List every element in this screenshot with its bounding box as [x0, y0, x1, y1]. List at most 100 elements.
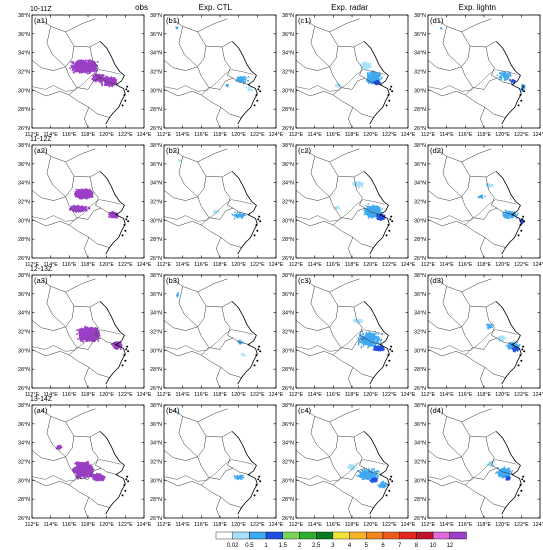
- precip-cell: [364, 67, 366, 69]
- precip-cell: [499, 73, 501, 75]
- precip-cell: [379, 211, 381, 213]
- province-boundary: [348, 237, 354, 258]
- precip-cell: [90, 63, 92, 66]
- precip-cell: [86, 197, 88, 200]
- lon-tick-label: 114°E: [439, 132, 454, 138]
- precip-cell: [87, 191, 89, 193]
- precip-cell: [96, 77, 99, 79]
- precip-cell: [85, 192, 87, 195]
- precip-cell: [506, 75, 508, 77]
- precip-cell: [373, 210, 375, 212]
- precip-cell: [508, 210, 511, 212]
- lon-tick-label: 118°E: [345, 132, 360, 138]
- precip-cell: [81, 64, 83, 67]
- lat-tick-label: 28°N: [18, 237, 30, 243]
- precip-cell: [73, 207, 76, 210]
- lon-tick-label: 122°E: [514, 132, 529, 138]
- precip-cell: [79, 66, 82, 68]
- lon-tick-label: 120°E: [231, 132, 246, 138]
- precip-cell: [521, 83, 523, 86]
- precip-cell: [364, 212, 366, 214]
- precip-cell: [73, 209, 75, 211]
- precip-cell: [237, 79, 239, 81]
- precip-cell: [81, 71, 83, 74]
- precip-cell: [74, 71, 76, 73]
- precip-cell: [248, 89, 251, 92]
- precip-cell: [116, 216, 118, 219]
- precip-cell: [356, 183, 358, 185]
- precip-cell: [87, 207, 89, 209]
- precip-cell: [215, 210, 217, 213]
- precip-cell: [76, 192, 79, 194]
- precip-field: [69, 59, 118, 88]
- precip-cell: [76, 206, 78, 208]
- precip-cell: [250, 88, 253, 91]
- precip-cell: [504, 78, 506, 81]
- island: [124, 229, 127, 232]
- precip-field: [177, 158, 247, 220]
- precip-cell: [77, 62, 79, 64]
- province-boundary: [201, 224, 242, 248]
- precip-cell: [72, 207, 75, 210]
- precip-cell: [102, 74, 105, 76]
- province-boundary: [305, 19, 330, 67]
- precip-cell: [113, 83, 115, 86]
- precip-cell: [80, 205, 83, 207]
- precip-cell: [80, 68, 82, 70]
- panel-frame: [31, 144, 145, 259]
- lat-tick-label: 34°N: [282, 181, 294, 187]
- precip-cell: [175, 26, 177, 28]
- precip-cell: [84, 67, 87, 69]
- precip-cell: [114, 80, 117, 82]
- precip-cell: [377, 205, 379, 208]
- precip-cell: [370, 207, 372, 210]
- province-boundary: [89, 46, 102, 79]
- lon-tick-label: 122°E: [250, 262, 265, 268]
- precip-cell: [505, 72, 507, 75]
- precip-cell: [380, 78, 382, 80]
- precip-cell: [512, 216, 514, 218]
- island: [126, 215, 129, 218]
- precip-cell: [508, 217, 511, 220]
- river-line: [296, 199, 385, 222]
- precip-cell: [84, 64, 87, 66]
- lat-tick-label: 26°N: [150, 126, 162, 132]
- precip-cell: [93, 70, 95, 73]
- lat-tick-label: 28°N: [150, 107, 162, 113]
- precip-cell: [380, 219, 382, 221]
- precip-cell: [104, 80, 107, 83]
- precip-cell: [382, 218, 384, 220]
- precip-cell: [381, 216, 383, 218]
- island: [390, 85, 393, 88]
- precip-cell: [506, 78, 509, 81]
- precip-cell: [79, 207, 81, 209]
- precip-cell: [82, 68, 85, 71]
- precip-cell: [243, 213, 246, 215]
- province-boundary: [65, 176, 118, 220]
- island: [388, 99, 391, 102]
- precip-cell: [335, 206, 337, 209]
- precip-cell: [77, 208, 79, 210]
- precip-cell: [507, 217, 509, 219]
- precip-cell: [89, 71, 91, 73]
- precip-cell: [107, 82, 109, 85]
- precip-cell: [71, 62, 74, 64]
- precip-cell: [498, 76, 501, 78]
- precip-cell: [83, 64, 86, 66]
- precip-cell: [71, 64, 73, 67]
- province-boundary: [461, 46, 514, 90]
- precip-cell: [373, 209, 376, 211]
- precip-cell: [108, 213, 110, 216]
- precip-cell: [368, 208, 370, 210]
- precip-cell: [384, 215, 386, 218]
- island: [253, 234, 256, 237]
- precip-cell: [512, 80, 514, 82]
- precip-cell: [358, 181, 361, 183]
- lat-tick-label: 26°N: [18, 126, 30, 132]
- precip-cell: [359, 184, 361, 187]
- precip-cell: [379, 79, 381, 81]
- precip-cell: [83, 209, 86, 212]
- precip-cell: [515, 214, 517, 216]
